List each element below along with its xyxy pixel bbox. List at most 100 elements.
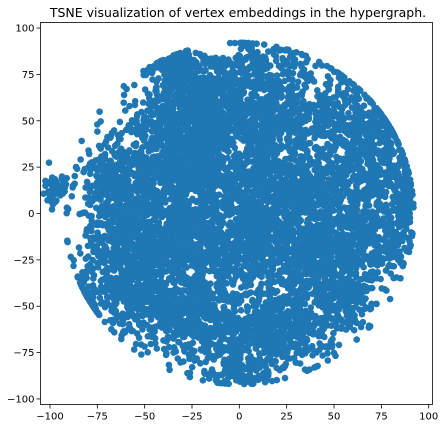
- scatter-point: [88, 212, 95, 220]
- scatter-point: [71, 172, 79, 180]
- scatter-point: [320, 174, 327, 181]
- scatter-point: [102, 187, 109, 195]
- scatter-point: [214, 176, 222, 184]
- scatter-point: [198, 164, 205, 172]
- scatter-point: [250, 99, 258, 107]
- scatter-point: [168, 196, 176, 203]
- scatter-point: [210, 136, 218, 144]
- scatter-point: [303, 149, 311, 157]
- scatter-point: [364, 136, 371, 144]
- scatter-point: [87, 222, 94, 230]
- scatter-point: [252, 115, 259, 123]
- scatter-point: [206, 92, 214, 100]
- scatter-point: [208, 174, 216, 182]
- scatter-point: [274, 113, 281, 120]
- scatter-point: [254, 130, 262, 137]
- scatter-point: [185, 129, 192, 137]
- scatter-point: [287, 162, 295, 169]
- scatter-point: [203, 143, 211, 150]
- scatter-point: [73, 165, 81, 173]
- scatter-point: [203, 156, 210, 164]
- scatter-point: [250, 122, 258, 129]
- scatter-point: [342, 98, 350, 106]
- scatter-point: [311, 134, 318, 142]
- scatter-point: [184, 157, 191, 165]
- scatter-point: [149, 76, 156, 83]
- scatter-point: [205, 130, 213, 138]
- scatter-point: [77, 156, 84, 163]
- scatter-point: [223, 103, 231, 111]
- scatter-point: [339, 186, 347, 193]
- scatter-point: [138, 182, 145, 189]
- scatter-point: [297, 113, 305, 121]
- scatter-point: [174, 149, 182, 157]
- scatter-point: [180, 100, 188, 107]
- scatter-point: [148, 170, 155, 177]
- scatter-point: [206, 118, 213, 126]
- scatter-point: [203, 151, 210, 159]
- scatter-point: [133, 152, 141, 159]
- scatter-point: [389, 163, 396, 170]
- scatter-point: [202, 106, 209, 114]
- scatter-point: [245, 141, 252, 149]
- scatter-point: [148, 102, 155, 110]
- scatter-point: [141, 135, 148, 143]
- scatter-point: [160, 173, 168, 180]
- scatter-point: [124, 159, 132, 166]
- scatter-point: [166, 209, 173, 217]
- scatter-point: [199, 184, 206, 191]
- scatter-point: [216, 101, 223, 109]
- scatter-point: [313, 165, 321, 173]
- scatter-point: [216, 153, 224, 161]
- scatter-point: [214, 200, 222, 208]
- scatter-point: [116, 247, 124, 255]
- scatter-point: [151, 137, 159, 145]
- scatter-point: [131, 81, 138, 89]
- scatter-point: [369, 191, 377, 199]
- scatter-point: [288, 153, 295, 161]
- scatter-point: [96, 108, 103, 115]
- scatter-point: [136, 172, 143, 180]
- scatter-point: [291, 180, 298, 187]
- scatter-point: [101, 213, 109, 221]
- scatter-point: [368, 154, 376, 161]
- scatter-point: [344, 79, 351, 87]
- scatter-point: [148, 184, 156, 192]
- scatter-point: [94, 167, 101, 174]
- scatter-point: [112, 163, 120, 170]
- scatter-point: [294, 78, 302, 86]
- scatter-point: [164, 138, 171, 145]
- scatter-point: [183, 148, 191, 156]
- scatter-point: [108, 129, 116, 137]
- scatter-point: [360, 110, 368, 117]
- scatter-point: [205, 100, 213, 108]
- scatter-point: [261, 176, 269, 183]
- scatter-point: [245, 172, 252, 180]
- scatter-point: [386, 155, 393, 163]
- scatter-point: [127, 234, 134, 242]
- scatter-point: [213, 167, 220, 174]
- scatter-point: [288, 111, 296, 118]
- scatter-point: [298, 189, 306, 197]
- scatter-point: [344, 125, 352, 133]
- scatter-point: [113, 198, 121, 206]
- scatter-point: [151, 208, 158, 216]
- scatter-point: [310, 186, 318, 193]
- scatter-point: [177, 109, 185, 117]
- scatter-point: [139, 218, 147, 225]
- scatter-point: [236, 163, 244, 170]
- scatter-point: [276, 136, 284, 144]
- scatter-point: [328, 128, 335, 135]
- scatter-point: [304, 112, 311, 120]
- scatter-point: [353, 110, 361, 118]
- scatter-point: [155, 75, 162, 82]
- scatter-point: [95, 181, 102, 189]
- scatter-point: [335, 124, 342, 131]
- scatter-point: [351, 154, 359, 162]
- scatter-point: [167, 188, 175, 196]
- scatter-point: [231, 177, 239, 184]
- scatter-point: [166, 129, 173, 137]
- scatter-point: [132, 142, 139, 150]
- scatter-point: [322, 181, 330, 188]
- scatter-point: [87, 241, 95, 249]
